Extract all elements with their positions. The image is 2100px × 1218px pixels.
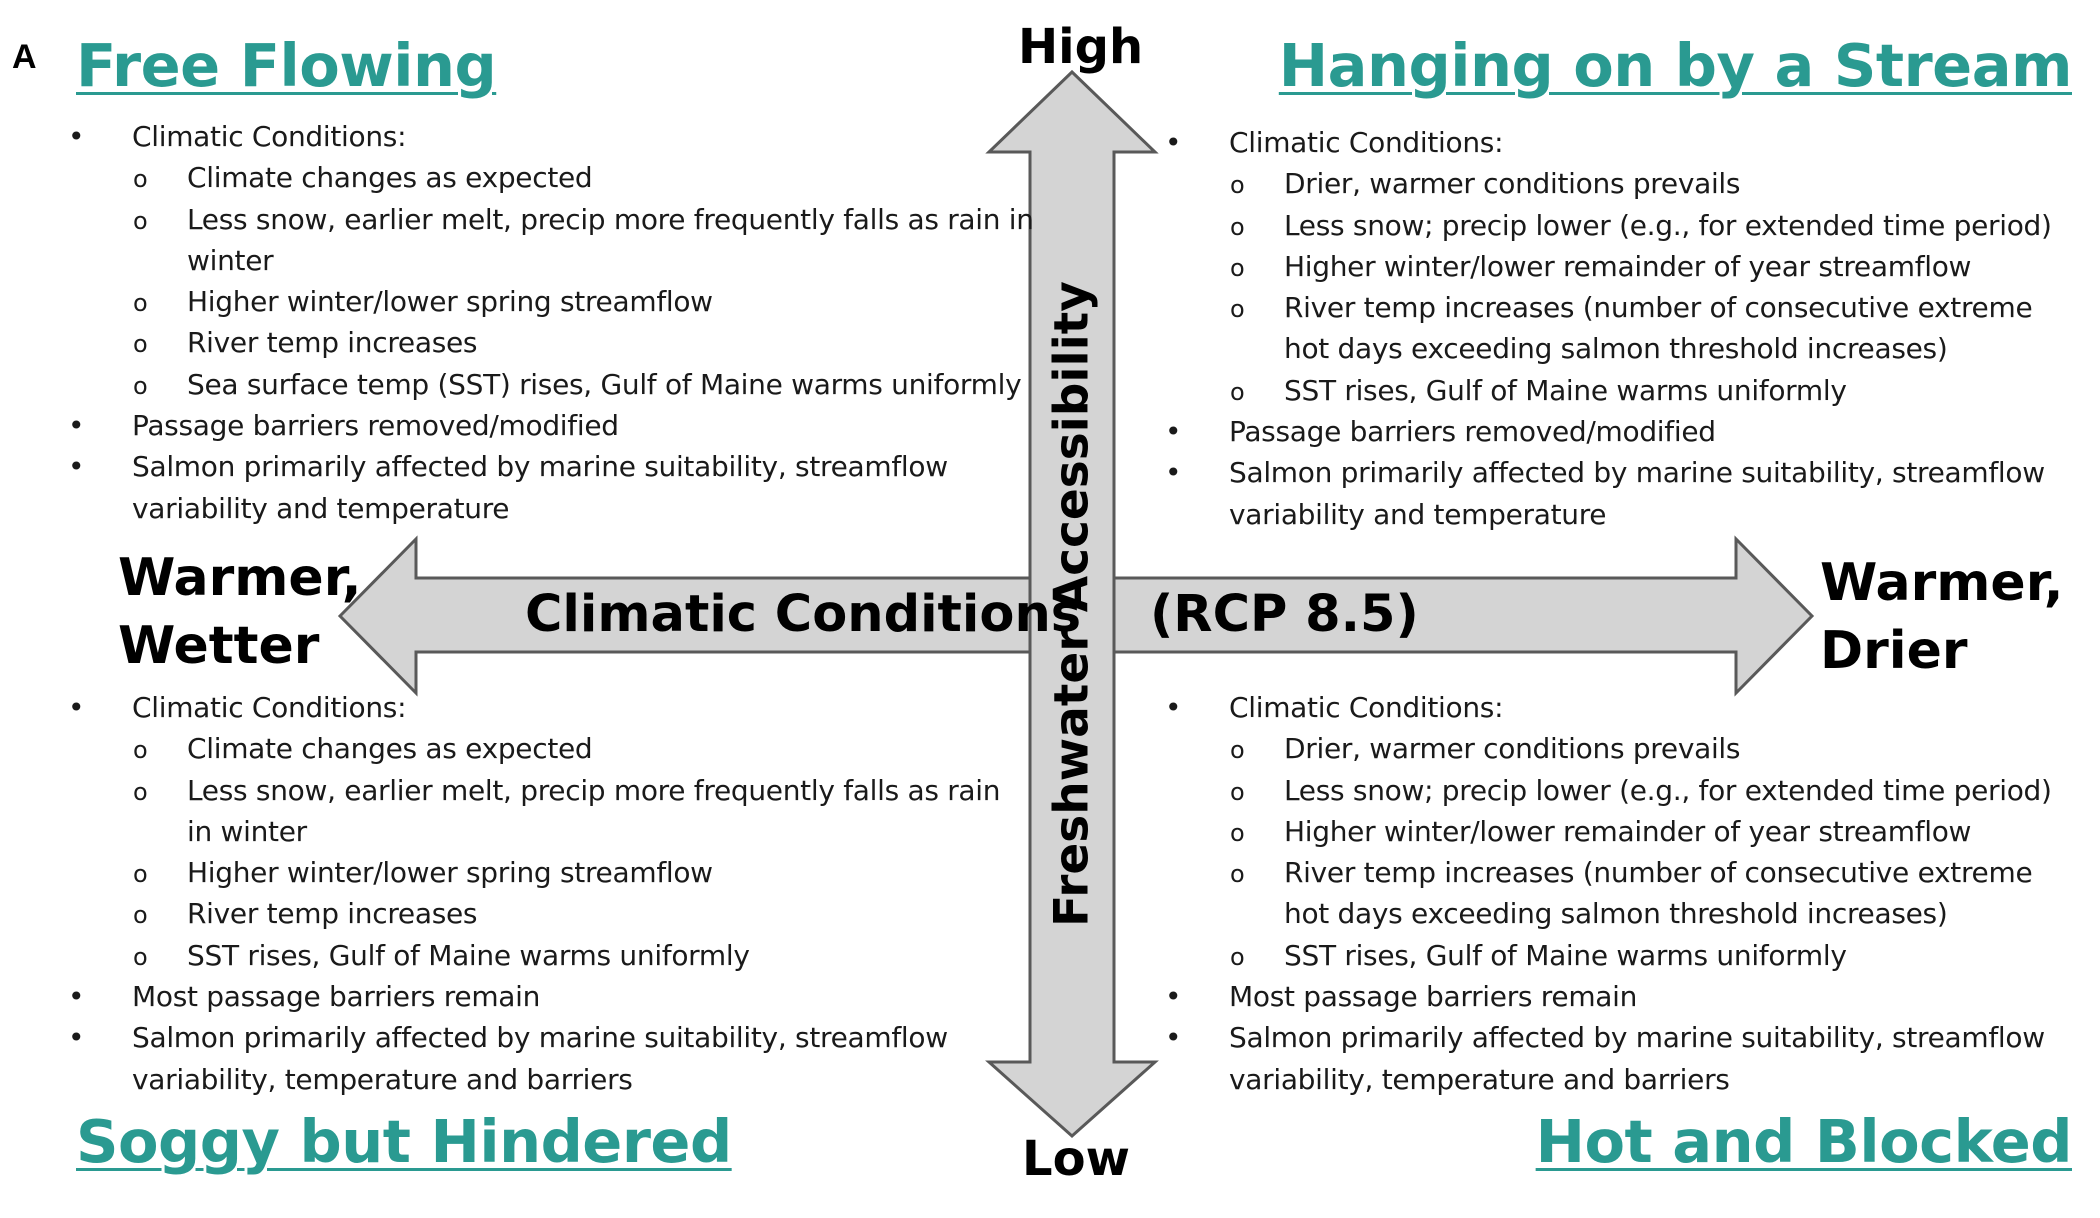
quadrant-bottom-left: Climatic Conditions: Climate changes as …: [50, 687, 1030, 1100]
climatic-item: Higher winter/lower spring streamflow: [50, 281, 1030, 325]
axis-low-label: Low: [1022, 1131, 1130, 1187]
quadrant-title-soggy: Soggy but Hindered: [76, 1107, 732, 1176]
climatic-item: River temp increases: [50, 322, 1030, 366]
salmon-item: Salmon primarily affected by marine suit…: [50, 1017, 982, 1100]
quadrant-top-right: Climatic Conditions: Drier, warmer condi…: [1147, 122, 2087, 535]
axis-high-label: High: [1018, 19, 1144, 75]
climatic-item: Drier, warmer conditions prevails: [1147, 163, 2087, 207]
vertical-axis-label: Freshwater Accessibility: [1044, 281, 1100, 927]
climatic-item: SST rises, Gulf of Maine warms uniformly: [1147, 370, 2087, 414]
climatic-heading: Climatic Conditions:: [1147, 687, 2087, 729]
climatic-item: Drier, warmer conditions prevails: [1147, 728, 2087, 772]
axis-right-label: Warmer, Drier: [1820, 550, 2063, 685]
horizontal-axis-label: Climatic Conditions: [525, 585, 1082, 644]
climatic-item: River temp increases (number of consecut…: [1147, 287, 2044, 370]
climatic-item: Higher winter/lower spring streamflow: [50, 852, 1030, 896]
barriers-item: Passage barriers removed/modified: [1147, 411, 2087, 453]
climatic-item: Less snow; precip lower (e.g., for exten…: [1147, 205, 2087, 249]
climatic-heading: Climatic Conditions:: [1147, 122, 2087, 164]
quadrant-title-hanging-on: Hanging on by a Stream: [1278, 31, 2073, 100]
barriers-item: Most passage barriers remain: [50, 976, 1030, 1018]
climatic-item: Sea surface temp (SST) rises, Gulf of Ma…: [50, 364, 1030, 408]
salmon-item: Salmon primarily affected by marine suit…: [1147, 452, 2079, 535]
salmon-item: Salmon primarily affected by marine suit…: [1147, 1017, 2079, 1100]
barriers-item: Passage barriers removed/modified: [50, 405, 1030, 447]
climatic-item: SST rises, Gulf of Maine warms uniformly: [50, 935, 1030, 979]
climatic-item: SST rises, Gulf of Maine warms uniformly: [1147, 935, 2087, 979]
climatic-item: Higher winter/lower remainder of year st…: [1147, 246, 2087, 290]
axis-right-line2: Drier: [1820, 620, 1968, 681]
axis-left-line1: Warmer,: [118, 548, 362, 608]
climatic-item: Less snow, earlier melt, precip more fre…: [50, 770, 1017, 853]
quadrant-title-hot-blocked: Hot and Blocked: [1535, 1107, 2073, 1176]
barriers-item: Most passage barriers remain: [1147, 976, 2087, 1018]
climatic-item: Climate changes as expected: [50, 157, 1030, 201]
quadrant-bottom-right: Climatic Conditions: Drier, warmer condi…: [1147, 687, 2087, 1100]
panel-letter: A: [12, 38, 37, 76]
quadrant-title-free-flowing: Free Flowing: [76, 31, 497, 100]
salmon-item: Salmon primarily affected by marine suit…: [50, 446, 982, 529]
climatic-item: River temp increases (number of consecut…: [1147, 852, 2044, 935]
axis-right-line1: Warmer,: [1820, 553, 2064, 613]
axis-left-line2: Wetter: [118, 615, 320, 676]
scenario-label: (RCP 8.5): [1150, 585, 1419, 644]
climatic-item: River temp increases: [50, 893, 1030, 937]
climatic-item: Higher winter/lower remainder of year st…: [1147, 811, 2087, 855]
climatic-item: Less snow, earlier melt, precip more fre…: [50, 199, 1067, 282]
quadrant-top-left: Climatic Conditions: Climate changes as …: [50, 116, 1034, 529]
climatic-item: Less snow; precip lower (e.g., for exten…: [1147, 770, 2087, 814]
climatic-item: Climate changes as expected: [50, 728, 1030, 772]
climatic-heading: Climatic Conditions:: [50, 687, 1030, 729]
climatic-heading: Climatic Conditions:: [50, 116, 1030, 158]
axis-left-label: Warmer, Wetter: [118, 545, 361, 680]
